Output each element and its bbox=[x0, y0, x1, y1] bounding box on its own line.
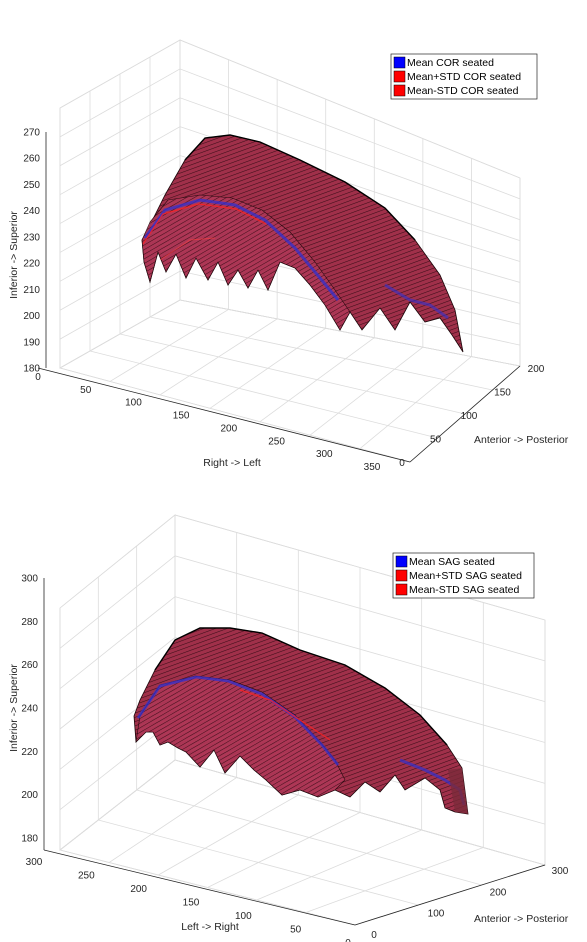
z-tick-label: 180 bbox=[23, 364, 40, 375]
legend-swatch-plus-cor bbox=[393, 70, 406, 83]
chart-cor-ylabel: Anterior -> Posterior bbox=[474, 434, 569, 446]
z-tick-label: 200 bbox=[21, 790, 38, 801]
x-tick-label: 200 bbox=[221, 423, 238, 434]
legend-swatch-minus-cor bbox=[393, 84, 406, 97]
z-tick-label: 270 bbox=[23, 128, 40, 139]
z-tick-label: 260 bbox=[21, 660, 38, 671]
z-tick-label: 230 bbox=[23, 232, 40, 243]
z-tick-label: 260 bbox=[23, 154, 40, 165]
chart-cor-y-ticks: 0 50 100 150 200 bbox=[399, 364, 545, 469]
x-tick-label: 250 bbox=[268, 436, 285, 447]
x-tick-label: 350 bbox=[364, 462, 381, 473]
legend-entry-mean-sag: Mean SAG seated bbox=[409, 556, 495, 568]
x-tick-label: 100 bbox=[125, 398, 142, 409]
y-tick-label: 0 bbox=[371, 930, 377, 941]
y-tick-label: 100 bbox=[461, 411, 478, 422]
chart-cor-surface bbox=[141, 134, 464, 353]
chart-cor-zlabel: Inferior -> Superior bbox=[8, 211, 20, 299]
chart-sag-zlabel: Inferior -> Superior bbox=[8, 664, 20, 752]
chart-cor-axes bbox=[37, 132, 521, 463]
y-tick-label: 100 bbox=[428, 909, 445, 920]
chart-sag-ylabel: Anterior -> Posterior bbox=[474, 913, 569, 925]
legend-entry-plus-sag: Mean+STD SAG seated bbox=[409, 570, 522, 582]
legend-swatch-mean-cor bbox=[393, 56, 406, 69]
x-tick-label: 150 bbox=[173, 411, 190, 422]
y-tick-label: 50 bbox=[430, 435, 442, 446]
chart-cor-x-ticks: 0 50 100 150 200 250 300 350 bbox=[35, 372, 381, 473]
x-tick-label: 250 bbox=[78, 871, 95, 882]
y-tick-label: 200 bbox=[490, 887, 507, 898]
x-tick-label: 0 bbox=[35, 372, 41, 383]
chart-sag: 180 200 220 240 260 280 300 300 250 200 150 100 50 0… bbox=[8, 514, 569, 942]
y-tick-label: 300 bbox=[552, 866, 569, 877]
legend-entry-plus-cor: Mean+STD COR seated bbox=[407, 71, 521, 83]
chart-sag-legend: Mean SAG seated Mean+STD SAG seated Mean… bbox=[392, 552, 535, 599]
z-tick-label: 240 bbox=[21, 704, 38, 715]
y-tick-label: 0 bbox=[399, 458, 405, 469]
z-tick-label: 300 bbox=[21, 574, 38, 585]
z-tick-label: 180 bbox=[21, 834, 38, 845]
chart-sag-y-ticks: 0 100 200 300 bbox=[371, 866, 569, 941]
y-tick-label: 200 bbox=[528, 364, 545, 375]
chart-cor-z-ticks: 180 190 200 210 220 230 240 250 260 270 bbox=[23, 128, 40, 375]
x-tick-label: 50 bbox=[290, 925, 302, 936]
legend-swatch-mean-sag bbox=[395, 555, 408, 568]
x-tick-label: 100 bbox=[235, 911, 252, 922]
legend-entry-mean-cor: Mean COR seated bbox=[407, 57, 494, 69]
chart-cor-xlabel: Right -> Left bbox=[203, 457, 261, 469]
z-tick-label: 210 bbox=[23, 285, 40, 296]
chart-sag-x-ticks: 300 250 200 150 100 50 0 bbox=[26, 857, 352, 942]
chart-cor: 180 190 200 210 220 230 240 250 260 270 0 50 100 150… bbox=[8, 39, 569, 473]
legend-swatch-minus-sag bbox=[395, 583, 408, 596]
chart-sag-xlabel: Left -> Right bbox=[181, 921, 239, 933]
chart-sag-surface bbox=[133, 627, 469, 815]
z-tick-label: 220 bbox=[21, 747, 38, 758]
chart-cor-grid bbox=[58, 39, 521, 463]
legend-swatch-plus-sag bbox=[395, 569, 408, 582]
y-tick-label: 150 bbox=[494, 388, 511, 399]
x-tick-label: 50 bbox=[80, 385, 92, 396]
legend-entry-minus-sag: Mean-STD SAG seated bbox=[409, 584, 519, 596]
legend-entry-minus-cor: Mean-STD COR seated bbox=[407, 85, 519, 97]
z-tick-label: 240 bbox=[23, 206, 40, 217]
x-tick-label: 150 bbox=[183, 898, 200, 909]
x-tick-label: 200 bbox=[130, 884, 147, 895]
z-tick-label: 280 bbox=[21, 617, 38, 628]
z-tick-label: 200 bbox=[23, 311, 40, 322]
x-tick-label: 0 bbox=[345, 938, 351, 942]
chart-sag-axes bbox=[43, 578, 546, 926]
z-tick-label: 220 bbox=[23, 259, 40, 270]
x-tick-label: 300 bbox=[316, 449, 333, 460]
x-tick-label: 300 bbox=[26, 857, 43, 868]
z-tick-label: 250 bbox=[23, 180, 40, 191]
z-tick-label: 190 bbox=[23, 337, 40, 348]
chart-sag-z-ticks: 180 200 220 240 260 280 300 bbox=[21, 574, 38, 845]
chart-cor-legend: Mean COR seated Mean+STD COR seated Mean… bbox=[390, 53, 538, 100]
